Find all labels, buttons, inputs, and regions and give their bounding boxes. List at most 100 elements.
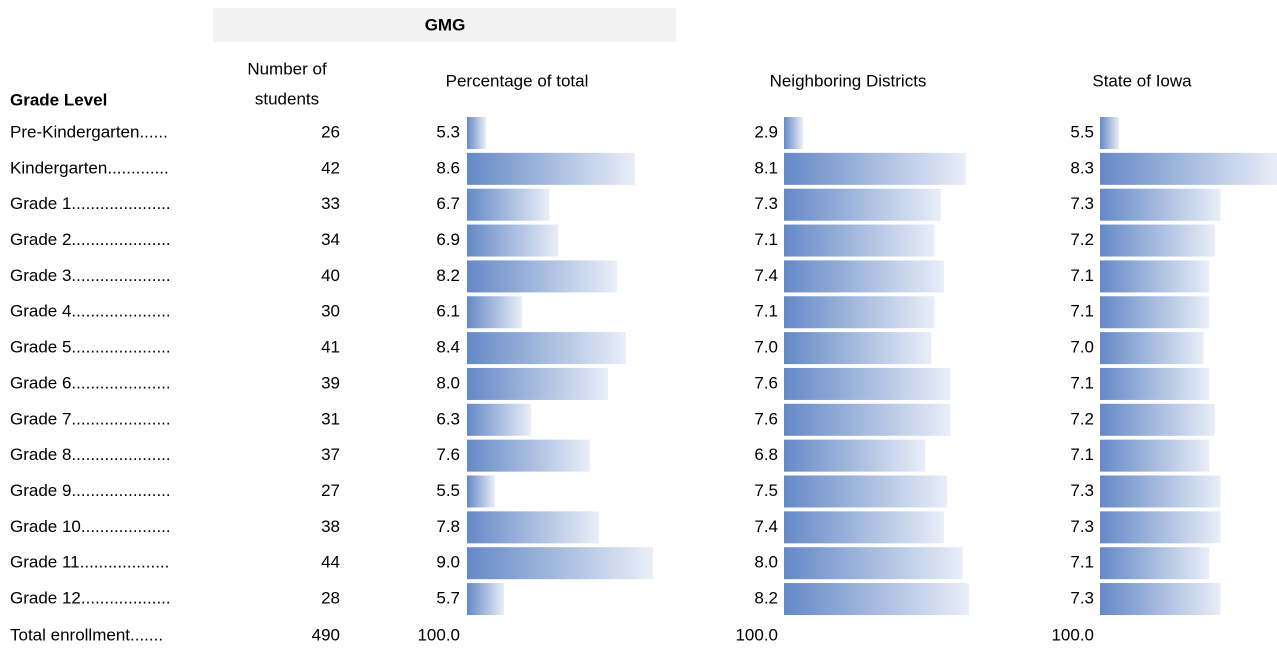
column-header: Number of (247, 59, 327, 78)
data-bar (784, 511, 944, 544)
data-bar (467, 547, 653, 580)
student-count: 37 (321, 445, 340, 464)
percent-value: 7.3 (1070, 194, 1094, 213)
group-header-bg (213, 8, 676, 42)
grade-label: Grade 2..................... (10, 230, 171, 249)
percent-value: 2.9 (754, 122, 778, 141)
data-bar (784, 547, 963, 580)
percent-value: 6.7 (436, 194, 460, 213)
percent-value: 7.1 (1070, 266, 1094, 285)
percent-value: 7.1 (1070, 553, 1094, 572)
grade-label: Grade 11................... (10, 553, 169, 572)
data-bar (467, 117, 486, 149)
percent-value: 7.1 (754, 302, 778, 321)
grade-label: Grade 8..................... (10, 445, 171, 464)
percent-value: 7.4 (754, 266, 778, 285)
total-count: 490 (312, 625, 340, 644)
percent-value: 6.8 (754, 445, 778, 464)
data-bar (1100, 224, 1215, 257)
percent-value: 8.2 (436, 266, 460, 285)
student-count: 44 (321, 553, 340, 572)
column-header: students (255, 89, 319, 108)
student-count: 41 (321, 338, 340, 357)
data-bar (467, 403, 532, 436)
percent-value: 7.1 (1070, 302, 1094, 321)
percent-value: 7.0 (1070, 338, 1094, 357)
data-bar (1100, 117, 1119, 149)
data-bar (784, 439, 926, 472)
student-count: 40 (321, 266, 340, 285)
total-percent: 100.0 (417, 625, 460, 644)
data-bar (1100, 152, 1277, 185)
data-bar (784, 152, 966, 185)
data-bar (784, 583, 969, 616)
percent-value: 7.8 (436, 517, 460, 536)
total-label: Total enrollment....... (10, 625, 163, 644)
grade-label: Grade 6..................... (10, 373, 171, 392)
percent-value: 8.0 (436, 373, 460, 392)
data-bar (1100, 367, 1210, 400)
percent-value: 7.1 (1070, 373, 1094, 392)
percent-value: 6.1 (436, 302, 460, 321)
data-bar (784, 475, 948, 508)
percent-value: 5.5 (1070, 122, 1094, 141)
column-header: Percentage of total (446, 71, 589, 90)
data-bar (467, 475, 496, 508)
student-count: 27 (321, 481, 340, 500)
data-bar (784, 332, 932, 365)
student-count: 26 (321, 122, 340, 141)
data-bar (1100, 332, 1204, 365)
grade-label: Grade 12................... (10, 589, 171, 608)
percent-value: 5.5 (436, 481, 460, 500)
data-bar (1100, 296, 1210, 329)
total-percent: 100.0 (735, 625, 778, 644)
percent-value: 7.2 (1070, 409, 1094, 428)
grade-label: Grade 3..................... (10, 266, 171, 285)
student-count: 34 (321, 230, 340, 249)
data-bar (467, 296, 523, 329)
student-count: 33 (321, 194, 340, 213)
percent-value: 7.3 (1070, 481, 1094, 500)
percent-value: 7.1 (754, 230, 778, 249)
percent-value: 7.3 (1070, 589, 1094, 608)
percent-value: 8.1 (754, 158, 778, 177)
student-count: 31 (321, 409, 340, 428)
data-bar (784, 188, 941, 221)
column-header: Neighboring Districts (770, 71, 927, 90)
data-bar (467, 260, 617, 293)
grade-label: Grade 10................... (10, 517, 171, 536)
percent-value: 5.3 (436, 122, 460, 141)
student-count: 39 (321, 373, 340, 392)
data-bar (1100, 403, 1215, 436)
percent-value: 7.3 (1070, 517, 1094, 536)
group-header: GMG (425, 15, 466, 34)
student-count: 38 (321, 517, 340, 536)
data-bar (467, 583, 505, 616)
percent-value: 7.3 (754, 194, 778, 213)
data-bar (1100, 475, 1221, 508)
grade-label: Grade 4..................... (10, 302, 171, 321)
percent-value: 7.2 (1070, 230, 1094, 249)
percent-value: 7.6 (754, 409, 778, 428)
percent-value: 7.0 (754, 338, 778, 357)
percent-value: 7.5 (754, 481, 778, 500)
column-header: State of Iowa (1092, 71, 1192, 90)
data-bar (467, 152, 635, 185)
percent-value: 6.3 (436, 409, 460, 428)
grade-label: Grade 5..................... (10, 338, 171, 357)
data-bar (784, 224, 935, 257)
student-count: 42 (321, 158, 340, 177)
student-count: 30 (321, 302, 340, 321)
student-count: 28 (321, 589, 340, 608)
data-bar (1100, 439, 1210, 472)
percent-value: 5.7 (436, 589, 460, 608)
percent-value: 6.9 (436, 230, 460, 249)
data-bar (467, 188, 550, 221)
data-bar (1100, 260, 1210, 293)
data-bar (784, 367, 951, 400)
data-bar (784, 260, 944, 293)
percent-value: 8.2 (754, 589, 778, 608)
grade-label: Grade 9..................... (10, 481, 171, 500)
data-bar (1100, 583, 1221, 616)
